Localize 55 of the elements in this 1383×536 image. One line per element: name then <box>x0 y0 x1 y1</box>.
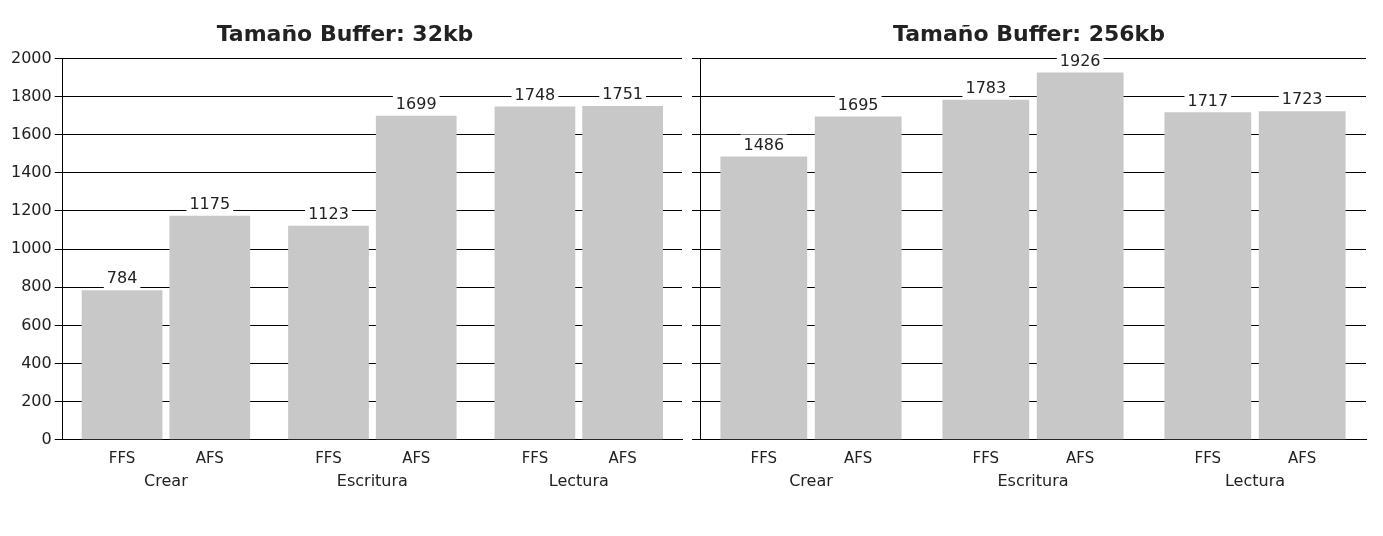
data-label: 1926 <box>1059 50 1101 70</box>
series-label: FFS <box>108 449 136 468</box>
data-label: 1695 <box>837 94 879 114</box>
y-tick-label: 1600 <box>11 123 52 143</box>
x-tick-label: Crear <box>789 470 834 490</box>
data-label: 1783 <box>965 77 1007 97</box>
text: AFS <box>608 449 637 468</box>
data-label: 784 <box>106 268 138 288</box>
chart-title: Tamaño Buffer: 32kb <box>216 20 474 46</box>
text: FFS <box>972 449 1000 468</box>
bar <box>1036 72 1124 440</box>
y-tick-label: 600 <box>21 314 52 334</box>
y-tick-label: 1200 <box>11 200 52 220</box>
data-label: 1723 <box>1281 89 1323 109</box>
bar <box>81 290 163 440</box>
bar <box>582 105 664 440</box>
x-tick-label: Lectura <box>548 470 609 490</box>
text: FFS <box>315 449 342 468</box>
chart-title: Tamaño Buffer: 256kb <box>892 20 1166 46</box>
data-label: 1486 <box>743 134 785 154</box>
x-tick-label: Escritura <box>336 470 408 490</box>
data-label: 1699 <box>395 93 437 113</box>
series-label: AFS <box>195 449 224 468</box>
y-tick-label: 800 <box>21 276 52 296</box>
x-tick-label: Crear <box>144 470 189 490</box>
y-tick-label: 400 <box>21 352 52 372</box>
y-tick-label: 1000 <box>11 238 52 258</box>
x-tick-label: Escritura <box>997 470 1069 490</box>
y-tick-label: 200 <box>21 390 52 410</box>
bar <box>942 99 1030 440</box>
bar <box>720 156 808 440</box>
series-label: AFS <box>844 449 873 468</box>
data-label: 1123 <box>308 203 349 223</box>
bar <box>1164 112 1252 440</box>
bar <box>494 106 576 440</box>
bar <box>169 215 251 440</box>
y-tick-label: 2000 <box>11 47 52 67</box>
text: FFS <box>521 449 549 468</box>
data-label: 1751 <box>602 84 644 104</box>
data-label: 1175 <box>189 193 231 213</box>
text: AFS <box>1066 449 1095 468</box>
text: FFS <box>1194 449 1222 468</box>
data-label: 1748 <box>514 84 556 104</box>
series-label: FFS <box>750 449 778 468</box>
data-label: 1717 <box>1187 90 1229 110</box>
x-tick-label: Lectura <box>1224 470 1286 490</box>
y-tick-label: 1400 <box>11 161 52 181</box>
bar <box>375 115 457 440</box>
bar <box>288 225 369 440</box>
bar <box>1258 111 1346 440</box>
y-tick-label: 1800 <box>11 85 52 105</box>
text: AFS <box>402 449 431 468</box>
y-tick-label: 0 <box>41 428 52 448</box>
bar <box>814 116 902 440</box>
text: AFS <box>1288 449 1317 468</box>
